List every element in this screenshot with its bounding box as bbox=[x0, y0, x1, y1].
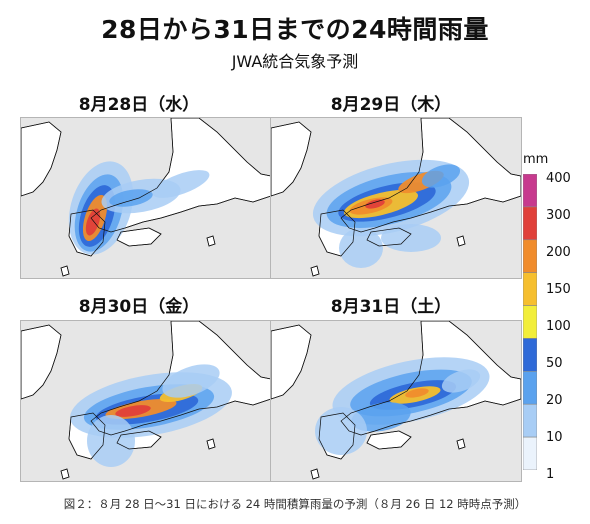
coastline bbox=[68, 209, 106, 257]
coastline bbox=[206, 438, 216, 450]
rainfall-area bbox=[87, 415, 135, 467]
legend-level-label: 20 bbox=[546, 393, 563, 408]
coastline bbox=[60, 468, 70, 480]
rain-map-aug30 bbox=[20, 320, 272, 482]
legend-level-label: 1 bbox=[546, 467, 555, 482]
coastline bbox=[271, 121, 312, 197]
panel-label-aug29: 8月29日（木） bbox=[330, 95, 452, 115]
legend-swatch bbox=[523, 403, 537, 438]
map-svg bbox=[21, 321, 271, 481]
legend-level-label: 200 bbox=[546, 245, 571, 260]
rainfall-area bbox=[315, 407, 367, 455]
legend-swatch bbox=[523, 272, 537, 306]
page-title: 28日から31日までの24時間雨量 bbox=[101, 15, 489, 44]
rainfall-area bbox=[115, 405, 151, 417]
map-svg bbox=[271, 118, 521, 278]
legend-swatch bbox=[523, 338, 537, 372]
coastline bbox=[310, 468, 320, 480]
rain-map-aug29 bbox=[270, 117, 522, 279]
panel-label-aug30: 8月30日（金） bbox=[78, 297, 200, 317]
rainfall-area bbox=[405, 388, 429, 398]
legend-level-label: 400 bbox=[546, 171, 571, 186]
legend-swatch bbox=[523, 206, 537, 241]
coastline bbox=[318, 209, 356, 257]
coastline bbox=[340, 321, 521, 436]
legend-level-label: 50 bbox=[546, 356, 563, 371]
legend-swatch bbox=[523, 436, 537, 470]
map-svg bbox=[271, 321, 521, 481]
coastline bbox=[116, 227, 162, 247]
coastline bbox=[318, 412, 356, 460]
coastline bbox=[340, 118, 521, 233]
coastline bbox=[90, 321, 271, 436]
coastline bbox=[60, 265, 70, 277]
rain-map-aug31 bbox=[270, 320, 522, 482]
rainfall-area bbox=[365, 199, 385, 209]
legend-swatch bbox=[523, 174, 537, 208]
panel-label-aug31: 8月31日（土） bbox=[330, 297, 452, 317]
rain-color-scale bbox=[523, 174, 537, 470]
legend-level-label: 100 bbox=[546, 319, 571, 334]
coastline bbox=[310, 265, 320, 277]
rainfall-area bbox=[109, 189, 153, 207]
legend-level-label: 300 bbox=[546, 208, 571, 223]
coastline bbox=[68, 412, 106, 460]
rainfall-area bbox=[152, 170, 210, 198]
legend-unit: mm bbox=[523, 152, 549, 167]
legend-swatch bbox=[523, 239, 537, 273]
coastline bbox=[271, 324, 312, 400]
rainfall-area bbox=[339, 228, 383, 268]
panel-label-aug28: 8月28日（水） bbox=[78, 95, 200, 115]
rainfall-area bbox=[441, 369, 481, 393]
coastline bbox=[456, 438, 466, 450]
rainfall-area bbox=[421, 164, 461, 188]
page-subtitle: JWA統合気象予測 bbox=[231, 52, 359, 71]
legend-swatch bbox=[523, 305, 537, 339]
coastline bbox=[116, 430, 162, 450]
coastline bbox=[366, 430, 412, 450]
legend-level-label: 150 bbox=[546, 282, 571, 297]
legend-swatch bbox=[523, 371, 537, 405]
rain-map-aug28 bbox=[20, 117, 272, 279]
figure-caption: 図２：８月 28 日～31 日における 24 時間積算雨量の予測（８月 26 日… bbox=[63, 497, 527, 511]
rainfall-area bbox=[85, 208, 101, 236]
rainfall-area bbox=[381, 224, 441, 252]
coastline bbox=[21, 324, 62, 400]
legend-level-label: 10 bbox=[546, 430, 563, 445]
coastline bbox=[21, 121, 62, 197]
map-svg bbox=[21, 118, 271, 278]
coastline bbox=[206, 235, 216, 247]
coastline bbox=[366, 227, 412, 247]
coastline bbox=[456, 235, 466, 247]
coastline bbox=[90, 118, 271, 233]
rainfall-area bbox=[162, 364, 220, 398]
